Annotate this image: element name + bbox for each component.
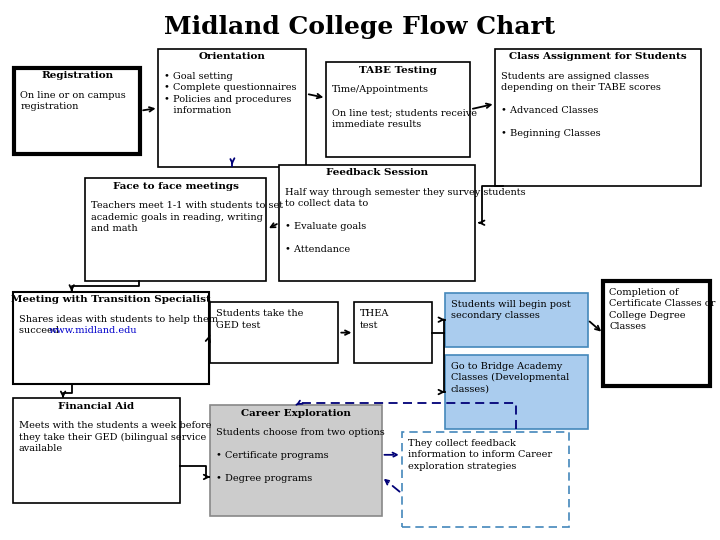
Text: They collect feedback
information to inform Career
exploration strategies: They collect feedback information to inf… bbox=[408, 439, 552, 471]
Text: • Goal setting
• Complete questionnaires
• Policies and procedures
   informatio: • Goal setting • Complete questionnaires… bbox=[164, 72, 297, 115]
FancyBboxPatch shape bbox=[354, 302, 432, 363]
Text: Feedback Session: Feedback Session bbox=[326, 168, 428, 178]
Text: Students are assigned classes
depending on their TABE scores

• Advanced Classes: Students are assigned classes depending … bbox=[501, 72, 661, 138]
FancyBboxPatch shape bbox=[14, 68, 140, 154]
Text: Shares ideas with students to help them: Shares ideas with students to help them bbox=[19, 315, 218, 324]
FancyBboxPatch shape bbox=[210, 405, 382, 516]
Text: Students choose from two options

• Certificate programs

• Degree programs: Students choose from two options • Certi… bbox=[216, 428, 384, 483]
FancyBboxPatch shape bbox=[495, 49, 701, 186]
Text: THEA
test: THEA test bbox=[360, 309, 390, 330]
Text: Half way through semester they survey students
to collect data to

• Evaluate go: Half way through semester they survey st… bbox=[285, 188, 526, 254]
Text: Students will begin post
secondary classes: Students will begin post secondary class… bbox=[451, 300, 570, 320]
Text: Meeting with Transition Specialist: Meeting with Transition Specialist bbox=[11, 295, 211, 305]
FancyBboxPatch shape bbox=[13, 398, 180, 503]
Text: Time/Appointments

On line test; students receive
immediate results: Time/Appointments On line test; students… bbox=[332, 85, 477, 129]
Text: Students take the
GED test: Students take the GED test bbox=[216, 309, 303, 330]
Text: Orientation: Orientation bbox=[199, 52, 266, 62]
Text: Teachers meet 1-1 with students to set
academic goals in reading, writing
and ma: Teachers meet 1-1 with students to set a… bbox=[91, 201, 283, 233]
FancyBboxPatch shape bbox=[445, 293, 588, 347]
Text: Midland College Flow Chart: Midland College Flow Chart bbox=[164, 15, 556, 39]
Text: Go to Bridge Academy
Classes (Developmental
classes): Go to Bridge Academy Classes (Developmen… bbox=[451, 362, 569, 394]
FancyBboxPatch shape bbox=[13, 292, 209, 384]
Text: Face to face meetings: Face to face meetings bbox=[113, 182, 238, 191]
Text: Meets with the students a week before
they take their GED (bilingual service
ava: Meets with the students a week before th… bbox=[19, 421, 211, 453]
FancyBboxPatch shape bbox=[158, 49, 306, 167]
Text: Registration: Registration bbox=[41, 71, 114, 80]
Text: succeed: succeed bbox=[19, 326, 62, 335]
FancyBboxPatch shape bbox=[603, 281, 710, 386]
Text: On line or on campus
registration: On line or on campus registration bbox=[20, 91, 126, 111]
Text: Financial Aid: Financial Aid bbox=[58, 402, 135, 411]
FancyBboxPatch shape bbox=[210, 302, 338, 363]
Text: www.midland.edu: www.midland.edu bbox=[49, 326, 138, 335]
FancyBboxPatch shape bbox=[279, 165, 475, 281]
Text: Completion of
Certificate Classes or
College Degree
Classes: Completion of Certificate Classes or Col… bbox=[609, 288, 716, 331]
Text: Class Assignment for Students: Class Assignment for Students bbox=[509, 52, 687, 62]
FancyBboxPatch shape bbox=[326, 62, 470, 157]
Text: TABE Testing: TABE Testing bbox=[359, 66, 437, 75]
FancyBboxPatch shape bbox=[402, 432, 569, 526]
Text: Career Exploration: Career Exploration bbox=[241, 409, 351, 418]
FancyBboxPatch shape bbox=[445, 355, 588, 429]
FancyBboxPatch shape bbox=[85, 178, 266, 281]
